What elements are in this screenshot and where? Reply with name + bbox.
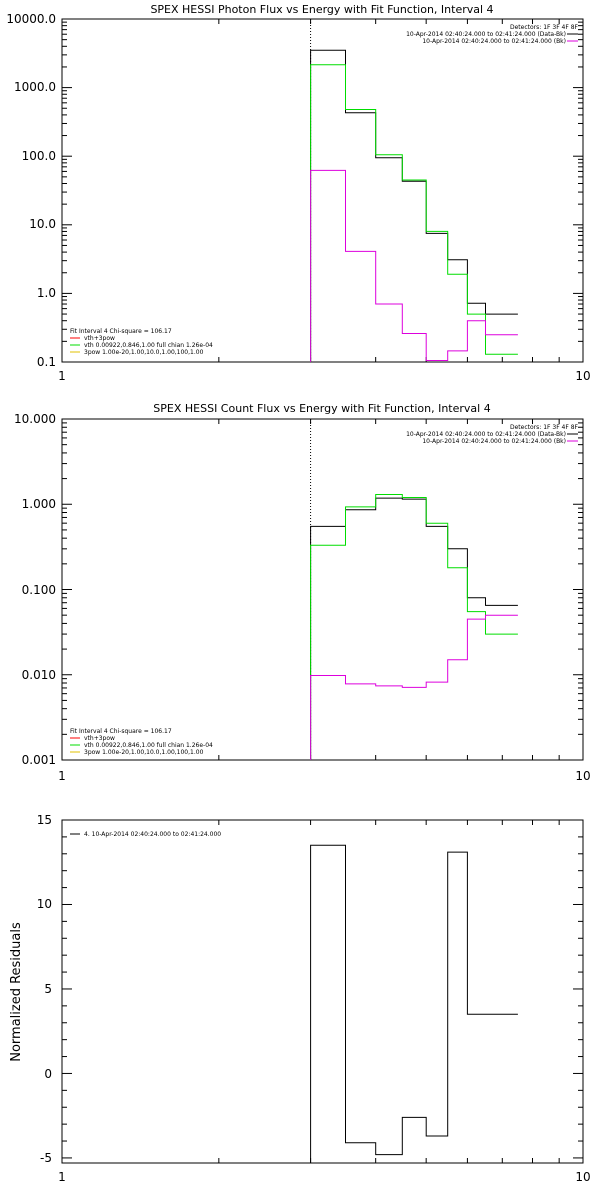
residuals-y-tick-0: 0 xyxy=(44,1067,52,1081)
count-x-tick-1: 1 xyxy=(58,769,66,783)
count-fit-legend-3pow: 3pow 1.00e-20,1.00,10.0,1.00,100,1.00 xyxy=(84,749,204,756)
count-fit-legend-total: vth+3pow xyxy=(84,735,115,742)
photon-y-tick-1000: 1000.0 xyxy=(14,80,56,94)
photon-fit-legend-vth: vth 0.00922,0.846,1.00 full chian 1.26e-… xyxy=(84,342,213,349)
residuals-y-tick-minus5: -5 xyxy=(40,1151,52,1165)
count-y-tick-0.001: 0.001 xyxy=(22,753,56,767)
photon-y-tick-10: 10.0 xyxy=(29,217,56,231)
count-y-tick-0.1: 0.100 xyxy=(22,583,56,597)
photon-legend-bk: 10-Apr-2014 02:40:24.000 to 02:41:24.000… xyxy=(422,38,566,45)
residuals-x-tick-10: 10 xyxy=(575,1170,590,1184)
residuals-legend: 4. 10-Apr-2014 02:40:24.000 to 02:41:24.… xyxy=(84,831,221,838)
residuals-series xyxy=(310,844,518,1163)
count-y-tick-0.01: 0.010 xyxy=(22,668,56,682)
count-flux-panel: SPEX HESSI Count Flux vs Energy with Fit… xyxy=(14,402,591,783)
count-fit-chisq: Fit Interval 4 Chi-square = 106.17 xyxy=(70,728,172,735)
photon-flux-axes-frame xyxy=(61,18,584,363)
photon-fit-series xyxy=(310,64,518,362)
photon-x-tick-1: 1 xyxy=(58,369,66,383)
residuals-axes-frame xyxy=(61,819,584,1164)
photon-flux-title: SPEX HESSI Photon Flux vs Energy with Fi… xyxy=(150,3,493,16)
residuals-panel: Normalized Residuals 1 10 -5 0 5 10 15 4… xyxy=(9,813,591,1184)
photon-fit-chisq: Fit Interval 4 Chi-square = 106.17 xyxy=(70,328,172,335)
residuals-x-tick-1: 1 xyxy=(58,1170,66,1184)
count-fit-legend-vth: vth 0.00922,0.846,1.00 full chian 1.26e-… xyxy=(84,742,213,749)
count-data-bk-series xyxy=(310,497,518,760)
count-flux-axes-frame xyxy=(61,418,584,761)
photon-bk-series xyxy=(310,169,518,362)
count-detectors-label: Detectors: 1F 3F 4F 8F xyxy=(510,424,579,431)
count-y-tick-1: 1.000 xyxy=(22,497,56,511)
photon-y-tick-10000: 10000.0 xyxy=(6,12,56,26)
residuals-tick-marks xyxy=(61,819,584,1163)
photon-y-tick-1: 1.0 xyxy=(37,286,56,300)
photon-detectors-label: Detectors: 1F 3F 4F 8F xyxy=(510,24,579,31)
photon-legend-data-bk: 10-Apr-2014 02:40:24.000 to 02:41:24.000… xyxy=(406,31,566,38)
count-legend-data-bk: 10-Apr-2014 02:40:24.000 to 02:41:24.000… xyxy=(406,431,566,438)
photon-fit-legend-3pow: 3pow 1.00e-20,1.00,10.0,1.00,100,1.00 xyxy=(84,349,204,356)
residuals-y-axis-label: Normalized Residuals xyxy=(9,922,24,1062)
count-bk-series xyxy=(310,614,518,760)
count-legend-bk: 10-Apr-2014 02:40:24.000 to 02:41:24.000… xyxy=(422,438,566,445)
count-x-tick-10: 10 xyxy=(575,769,590,783)
photon-y-tick-100: 100.0 xyxy=(22,149,56,163)
photon-y-tick-0.1: 0.1 xyxy=(37,355,56,369)
photon-fit-legend-total: vth+3pow xyxy=(84,335,115,342)
count-flux-title: SPEX HESSI Count Flux vs Energy with Fit… xyxy=(153,402,490,415)
photon-data-bk-series xyxy=(310,49,518,362)
photon-x-tick-10: 10 xyxy=(575,369,590,383)
residuals-y-tick-5: 5 xyxy=(44,982,52,996)
count-fit-series xyxy=(310,494,518,760)
count-tick-marks xyxy=(61,418,584,761)
photon-flux-panel: SPEX HESSI Photon Flux vs Energy with Fi… xyxy=(6,3,590,383)
photon-tick-marks xyxy=(61,18,584,363)
residuals-y-tick-10: 10 xyxy=(37,897,52,911)
residuals-y-tick-15: 15 xyxy=(37,813,52,827)
count-y-tick-10: 10.000 xyxy=(14,412,56,426)
